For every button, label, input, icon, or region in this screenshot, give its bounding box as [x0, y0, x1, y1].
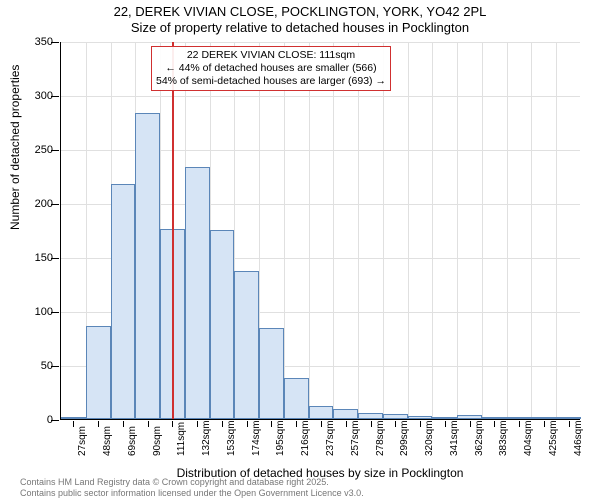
reference-line — [172, 42, 174, 419]
bar — [358, 413, 383, 419]
x-tick — [371, 421, 372, 427]
x-tick — [445, 421, 446, 427]
x-tick — [123, 421, 124, 427]
x-tick-label: 299sqm — [399, 420, 410, 456]
x-tick — [271, 421, 272, 427]
x-tick-label: 132sqm — [201, 420, 212, 456]
x-tick — [247, 421, 248, 427]
x-tick-label: 425sqm — [548, 420, 559, 456]
x-tick — [494, 421, 495, 427]
grid-line-h — [61, 42, 580, 43]
bar — [61, 417, 86, 419]
bar — [210, 230, 235, 419]
y-tick-label: 100 — [17, 306, 53, 318]
footer-line2: Contains public sector information licen… — [20, 488, 364, 498]
x-tick-label: 257sqm — [350, 420, 361, 456]
bar — [383, 414, 408, 419]
x-tick-label: 111sqm — [176, 422, 187, 456]
x-tick — [222, 421, 223, 427]
annotation-box: 22 DEREK VIVIAN CLOSE: 111sqm ← 44% of d… — [151, 46, 391, 91]
x-tick-label: 48sqm — [102, 426, 113, 456]
y-tick-label: 50 — [17, 360, 53, 372]
footer-credits: Contains HM Land Registry data © Crown c… — [20, 477, 364, 498]
bar — [185, 167, 210, 419]
x-tick-label: 362sqm — [474, 420, 485, 456]
x-tick-label: 195sqm — [275, 420, 286, 456]
x-tick — [346, 421, 347, 427]
y-tick-label: 200 — [17, 198, 53, 210]
chart-container: 22, DEREK VIVIAN CLOSE, POCKLINGTON, YOR… — [0, 0, 600, 500]
grid-line-v — [309, 42, 310, 419]
grid-line-v — [531, 42, 532, 419]
x-tick-label: 278sqm — [375, 420, 386, 456]
x-tick-label: 216sqm — [300, 420, 311, 456]
grid-line-v — [432, 42, 433, 419]
x-tick — [197, 421, 198, 427]
x-tick — [544, 421, 545, 427]
title-block: 22, DEREK VIVIAN CLOSE, POCKLINGTON, YOR… — [0, 0, 600, 37]
bar — [284, 378, 309, 419]
x-tick — [395, 421, 396, 427]
grid-line-v — [457, 42, 458, 419]
grid-line-v — [408, 42, 409, 419]
x-tick — [470, 421, 471, 427]
bar — [86, 326, 111, 419]
x-tick-label: 27sqm — [77, 426, 88, 456]
annotation-line3: 54% of semi-detached houses are larger (… — [156, 75, 386, 88]
annotation-line2: ← 44% of detached houses are smaller (56… — [156, 62, 386, 75]
bar — [507, 417, 532, 419]
bar — [531, 417, 556, 419]
x-tick — [296, 421, 297, 427]
y-tick-label: 300 — [17, 90, 53, 102]
bar — [333, 409, 358, 419]
x-tick-label: 174sqm — [251, 420, 262, 456]
y-tick-label: 150 — [17, 252, 53, 264]
bar — [556, 417, 581, 419]
bar — [408, 416, 433, 419]
bar — [432, 417, 457, 419]
grid-line-v — [333, 42, 334, 419]
bar — [309, 406, 334, 419]
x-tick — [321, 421, 322, 427]
x-tick-label: 383sqm — [498, 420, 509, 456]
bar — [259, 328, 284, 419]
grid-line-v — [482, 42, 483, 419]
title-line2: Size of property relative to detached ho… — [0, 20, 600, 36]
x-tick-label: 237sqm — [325, 420, 336, 456]
grid-line-v — [556, 42, 557, 419]
title-line1: 22, DEREK VIVIAN CLOSE, POCKLINGTON, YOR… — [0, 4, 600, 20]
grid-line-v — [507, 42, 508, 419]
x-tick — [98, 421, 99, 427]
plot-area: 05010015020025030035027sqm48sqm69sqm90sq… — [60, 42, 580, 420]
grid-line-v — [358, 42, 359, 419]
bar — [457, 415, 482, 419]
y-tick-label: 250 — [17, 144, 53, 156]
grid-line-v — [284, 42, 285, 419]
bar — [111, 184, 136, 419]
x-tick — [172, 421, 173, 427]
x-tick — [519, 421, 520, 427]
y-tick-label: 0 — [17, 414, 53, 426]
x-tick — [420, 421, 421, 427]
x-tick-label: 90sqm — [152, 426, 163, 456]
x-tick-label: 320sqm — [424, 420, 435, 456]
grid-line-h — [61, 96, 580, 97]
footer-line1: Contains HM Land Registry data © Crown c… — [20, 477, 364, 487]
bar — [135, 113, 160, 419]
x-tick-label: 446sqm — [573, 420, 584, 456]
bar — [234, 271, 259, 419]
x-tick-label: 404sqm — [523, 420, 534, 456]
grid-line-v — [383, 42, 384, 419]
x-tick — [569, 421, 570, 427]
x-tick-label: 153sqm — [226, 420, 237, 456]
annotation-line1: 22 DEREK VIVIAN CLOSE: 111sqm — [156, 49, 386, 62]
x-tick-label: 69sqm — [127, 426, 138, 456]
bar — [482, 417, 507, 419]
x-tick — [148, 421, 149, 427]
x-tick — [73, 421, 74, 427]
x-tick-label: 341sqm — [449, 420, 460, 456]
y-tick-label: 350 — [17, 36, 53, 48]
